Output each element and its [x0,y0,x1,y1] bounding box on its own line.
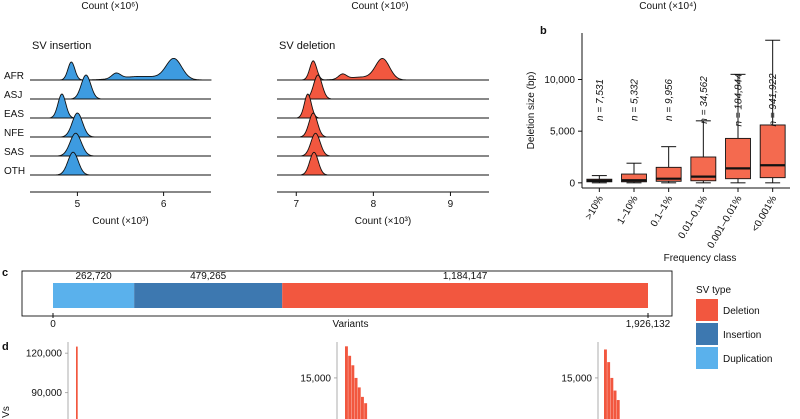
box-n-label: n = 7,531 [595,79,606,121]
top-count-label-1: Count (×10⁶) [81,1,138,12]
ridge-density-sas [277,132,489,157]
population-label-eas: EAS [4,109,24,120]
ridge-x-tick-label: 7 [293,199,299,210]
ridge-title: SV insertion [32,40,91,52]
hist-bar [616,400,620,419]
ridge-x-tick-label: 6 [161,199,167,210]
hist-bar [345,346,348,419]
box-y-tick-label: 10,000 [544,75,575,86]
hist-bar [351,365,355,419]
stacked-x-axis-label: Variants [333,319,369,330]
ridge-deletion-panel: SV deletion 7 8 9 Count (×10³) [277,40,489,227]
stacked-segment-duplication [53,283,135,308]
population-label-afr: AFR [4,71,24,82]
stacked-bar-panel: 262,720 479,265 1,184,147 0 1,926,132 Variant… [21,270,772,369]
box-n-label: n = 184,844 [734,73,745,127]
box-iqr [690,156,717,182]
box-iqr [759,124,786,179]
top-count-label-2: Count (×10⁶) [351,1,408,12]
hist-bar [354,377,358,419]
box-x-tick-label: 0.001–0.01% [706,194,745,251]
hist-bar [348,355,352,419]
box-n-label: n = 9,956 [664,79,675,121]
population-label-nfe: NFE [4,128,24,139]
legend-label-deletion: Deletion [723,306,760,317]
box-n-label: n = 941,922 [768,73,779,127]
ridge-density-asj [277,74,489,100]
panel-label-c: c [2,267,8,279]
ridge-density-oth [30,151,211,176]
hist-bar [357,387,361,419]
stacked-segment-label: 262,720 [76,271,113,282]
population-label-asj: ASJ [4,90,22,101]
box-x-tick-label: 0.01–0.1% [676,194,709,241]
panel-label-b: b [540,25,547,37]
stacked-x-tick-label: 0 [50,319,56,330]
box-x-axis-label: Frequency class [664,253,737,264]
box-y-tick-label: 5,000 [550,127,575,138]
legend-label-duplication: Duplication [723,354,772,365]
histogram-panel: Vs 120,000 90,000 15,000 15,000 [1,342,620,419]
box-y-tick-label: 0 [569,178,575,189]
ridge-density-eas [30,93,211,119]
hist-bar [604,349,607,419]
ridge-density-sas [30,132,211,157]
ridge-x-tick-label: 8 [371,199,377,210]
panel-label-d: d [2,341,9,353]
box-iqr [725,137,751,180]
legend-swatch-insertion [696,323,718,345]
hist-y-axis-label: Vs [1,406,12,418]
legend-swatch-duplication [696,347,718,369]
hist-bar [610,377,614,419]
hist-y-tick-label: 90,000 [31,388,62,399]
stacked-x-tick-label: 1,926,132 [626,319,671,330]
ridge-x-axis-label: Count (×10³) [355,216,411,227]
population-label-oth: OTH [4,166,25,177]
ridge-x-axis-label: Count (×10³) [92,216,148,227]
box-y-axis-label: Deletion size (bp) [526,72,537,150]
ridge-density-eas [277,93,489,119]
legend-title: SV type [696,285,731,296]
legend-swatch-deletion [696,299,718,321]
boxplot-panel: 0 5,000 10,000 Deletion size (bp) n = 7,531 >… [526,33,790,264]
hist-bar [613,390,617,419]
hist-y-tick-label: 120,000 [26,349,63,360]
stacked-segment-deletion [282,283,648,308]
ridge-x-tick-label: 9 [448,199,454,210]
box-x-tick-label: >10% [583,194,606,222]
ridge-density-nfe [30,112,211,138]
legend-label-insertion: Insertion [723,330,761,341]
box-iqr [621,173,647,183]
hist-bar [607,362,611,419]
stacked-segment-label: 1,184,147 [443,271,488,282]
ridge-density-afr [30,57,212,81]
ridge-density-afr [277,57,489,81]
stacked-segment-label: 479,265 [190,271,227,282]
ridge-x-tick-label: 5 [75,199,81,210]
box-x-tick-label: 0.1–1% [649,194,676,229]
ridge-density-nfe [277,112,489,138]
ridge-density-oth [277,151,489,176]
stacked-frame [21,270,673,317]
stacked-segment-insertion [134,283,283,308]
box-x-tick-label: 1–10% [616,194,641,227]
box-n-label: n = 5,332 [630,79,641,121]
hist-bar [364,403,368,419]
hist-bar [361,396,364,419]
hist-y-tick-label: 15,000 [561,373,592,384]
population-label-sas: SAS [4,147,24,158]
box-n-label: n = 34,562 [699,76,710,124]
hist-y-tick-label: 15,000 [300,373,331,384]
ridge-title: SV deletion [279,40,335,52]
box-x-tick-label: <0.001% [750,194,779,234]
hist-bar [76,346,78,419]
top-count-label-3: Count (×10⁴) [639,1,696,12]
ridge-insertion-panel: SV insertion AFR ASJ EAS NFE SAS OTH 5 6 Count (×… [4,40,212,227]
